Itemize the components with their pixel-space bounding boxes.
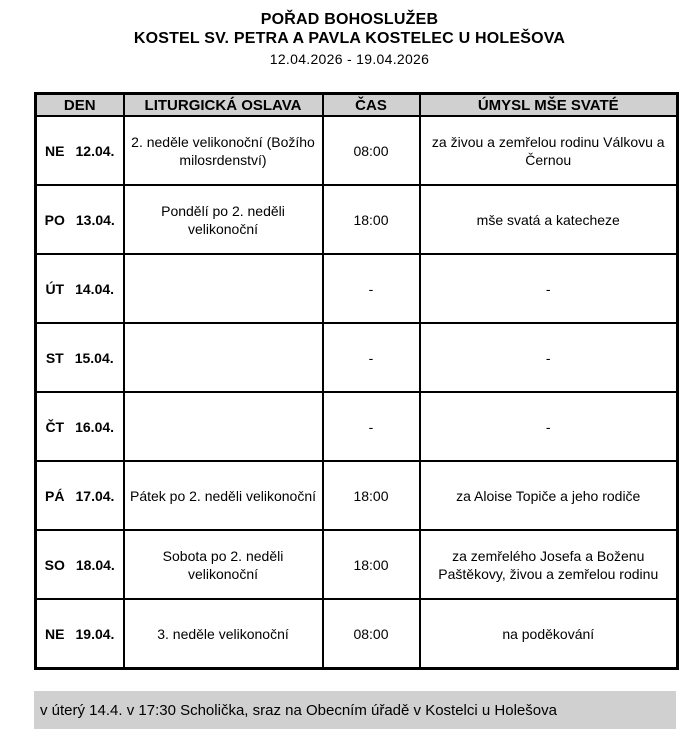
celebration-cell xyxy=(122,391,324,462)
time-cell: 18:00 xyxy=(321,184,421,255)
celebration-cell: 2. neděle velikonoční (Božího milosrdens… xyxy=(122,115,324,186)
celebration-cell xyxy=(122,253,324,324)
day-cell: ČT 16.04. xyxy=(34,391,125,462)
day-abbrev: SO xyxy=(44,556,65,573)
table-row: ÚT 14.04. - - xyxy=(34,253,679,324)
day-abbrev: ST xyxy=(45,349,64,366)
column-header-den: DEN xyxy=(34,92,125,117)
celebration-cell: Pátek po 2. neděli velikonoční xyxy=(122,460,324,531)
time-cell: 18:00 xyxy=(321,529,421,600)
announcement-bar: v úterý 14.4. v 17:30 Scholička, sraz na… xyxy=(34,691,676,729)
celebration-cell: Pondělí po 2. neděli velikonoční xyxy=(122,184,324,255)
day-cell: PO 13.04. xyxy=(34,184,125,255)
schedule-table: DEN LITURGICKÁ OSLAVA ČAS ÚMYSL MŠE SVAT… xyxy=(34,92,679,670)
header-row: DEN LITURGICKÁ OSLAVA ČAS ÚMYSL MŠE SVAT… xyxy=(34,92,679,117)
intention-cell: na poděkování xyxy=(418,598,679,670)
column-header-liturgicka-oslava: LITURGICKÁ OSLAVA xyxy=(122,92,324,117)
day-date: 13.04. xyxy=(75,211,115,228)
celebration-cell xyxy=(122,322,324,393)
intention-cell: za zemřelého Josefa a Boženu Paštěkovy, … xyxy=(418,529,679,600)
column-header-cas: ČAS xyxy=(321,92,421,117)
celebration-cell: Sobota po 2. neděli velikonoční xyxy=(122,529,324,600)
time-cell: 08:00 xyxy=(321,115,421,186)
day-abbrev: ÚT xyxy=(45,280,65,297)
announcement-text: v úterý 14.4. v 17:30 Scholička, sraz na… xyxy=(40,701,557,719)
day-abbrev: NE xyxy=(45,625,65,642)
day-cell: PÁ 17.04. xyxy=(34,460,125,531)
day-date: 18.04. xyxy=(75,556,115,573)
intention-cell: - xyxy=(418,253,679,324)
day-cell: NE 12.04. xyxy=(34,115,125,186)
table-row: NE 12.04. 2. neděle velikonoční (Božího m… xyxy=(34,115,679,186)
date-range: 12.04.2026 - 19.04.2026 xyxy=(269,51,430,67)
time-cell: 18:00 xyxy=(321,460,421,531)
title-block: POŘAD BOHOSLUŽEB KOSTEL SV. PETRA A PAVL… xyxy=(0,0,699,68)
day-cell: NE 19.04. xyxy=(34,598,125,670)
day-date: 19.04. xyxy=(75,625,115,642)
day-abbrev: NE xyxy=(45,142,65,159)
day-date: 15.04. xyxy=(74,349,114,366)
intention-cell: mše svatá a katecheze xyxy=(418,184,679,255)
time-cell: - xyxy=(321,253,421,324)
day-date: 17.04. xyxy=(75,487,115,504)
intention-cell: za živou a zemřelou rodinu Válkovu a Čer… xyxy=(418,115,679,186)
table-row: PO 13.04. Pondělí po 2. neděli velikonočn… xyxy=(34,184,679,255)
day-cell: ÚT 14.04. xyxy=(34,253,125,324)
day-cell: ST 15.04. xyxy=(34,322,125,393)
table-row: NE 19.04. 3. neděle velikonoční 08:00 na … xyxy=(34,598,679,670)
day-date: 16.04. xyxy=(75,418,115,435)
intention-cell: za Aloise Topiče a jeho rodiče xyxy=(418,460,679,531)
table-row: PÁ 17.04. Pátek po 2. neděli velikonoční … xyxy=(34,460,679,531)
day-date: 14.04. xyxy=(75,280,115,297)
column-header-umysl-mse-svate: ÚMYSL MŠE SVATÉ xyxy=(418,92,679,117)
day-abbrev: PO xyxy=(44,211,65,228)
page-title: POŘAD BOHOSLUŽEB xyxy=(260,11,439,28)
intention-cell: - xyxy=(418,322,679,393)
church-subtitle: KOSTEL SV. PETRA A PAVLA KOSTELEC U HOLE… xyxy=(133,30,566,47)
day-cell: SO 18.04. xyxy=(34,529,125,600)
day-abbrev: PÁ xyxy=(45,487,65,504)
time-cell: - xyxy=(321,391,421,462)
day-abbrev: ČT xyxy=(45,418,65,435)
celebration-cell: 3. neděle velikonoční xyxy=(122,598,324,670)
time-cell: - xyxy=(321,322,421,393)
intention-cell: - xyxy=(418,391,679,462)
table-row: ČT 16.04. - - xyxy=(34,391,679,462)
day-date: 12.04. xyxy=(75,142,115,159)
table-row: SO 18.04. Sobota po 2. neděli velikonoční… xyxy=(34,529,679,600)
time-cell: 08:00 xyxy=(321,598,421,670)
table-row: ST 15.04. - - xyxy=(34,322,679,393)
